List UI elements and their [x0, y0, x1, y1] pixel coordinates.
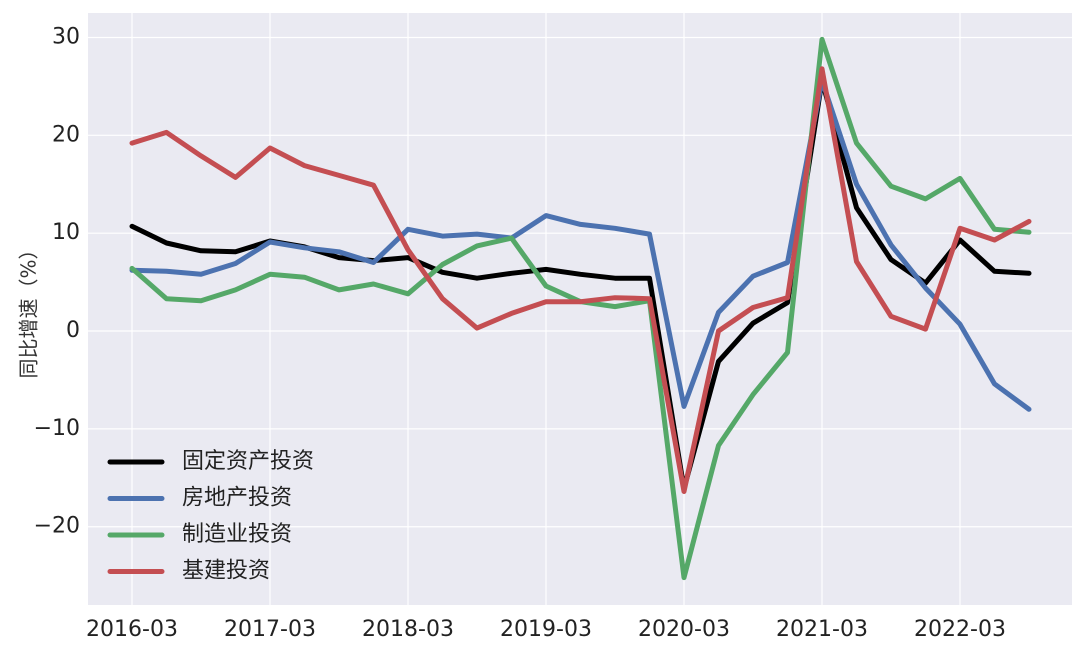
- y-gridlines: [88, 36, 1072, 528]
- y-tick-label: 0: [66, 318, 80, 343]
- y-axis-ticks: −20 −10 0 10 20 30: [34, 24, 80, 538]
- x-tick-label: 2018-03: [362, 617, 454, 642]
- x-tick-label: 2019-03: [500, 617, 592, 642]
- legend-label: 固定资产投资: [182, 449, 314, 474]
- plot-area: [88, 13, 1072, 605]
- y-axis-label: 同比增速（%）: [17, 239, 41, 378]
- y-tick-label: 20: [52, 122, 80, 147]
- y-tick-label: 30: [52, 24, 80, 49]
- y-tick-label: −10: [34, 416, 80, 441]
- series-lines: [129, 36, 1032, 581]
- x-gridlines: [131, 13, 961, 605]
- x-axis-ticks: 2016-03 2017-03 2018-03 2019-03 2020-03 2021-…: [86, 617, 1006, 642]
- x-tick-label: 2022-03: [914, 617, 1006, 642]
- x-tick-label: 2020-03: [638, 617, 730, 642]
- x-tick-label: 2016-03: [86, 617, 178, 642]
- y-tick-label: −20: [34, 514, 80, 539]
- legend-label: 基建投资: [182, 559, 270, 584]
- legend-label: 房地产投资: [182, 486, 292, 511]
- x-tick-label: 2021-03: [776, 617, 868, 642]
- x-tick-label: 2017-03: [224, 617, 316, 642]
- y-tick-label: 10: [52, 220, 80, 245]
- legend-label: 制造业投资: [182, 522, 292, 547]
